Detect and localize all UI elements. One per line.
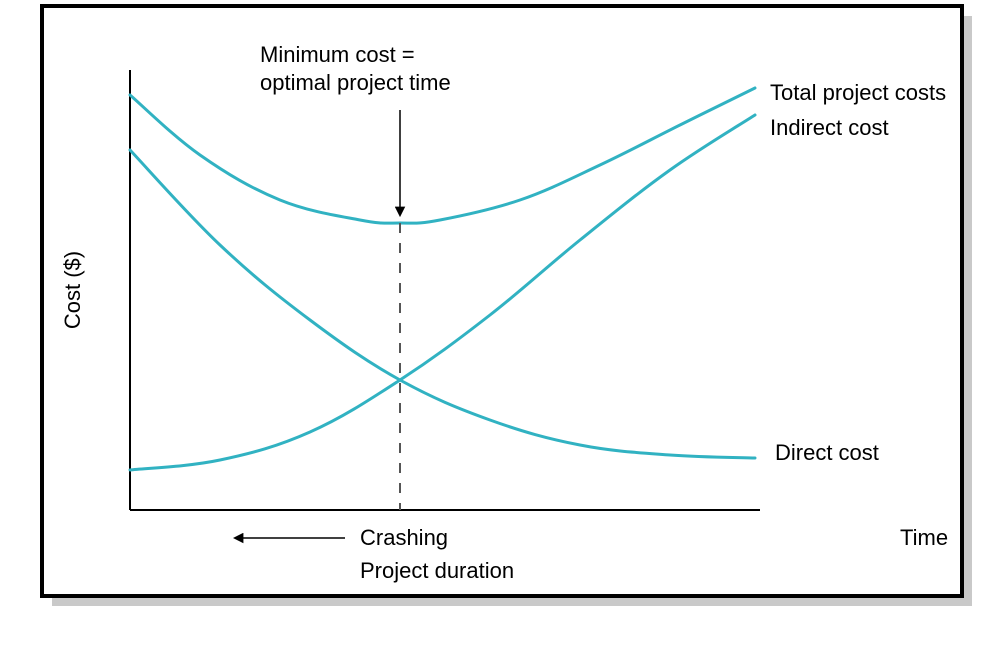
crashing-label: Crashing bbox=[360, 525, 448, 550]
direct-cost-label: Direct cost bbox=[775, 440, 879, 465]
min-cost-label-line2: optimal project time bbox=[260, 70, 451, 95]
indirect-cost-label: Indirect cost bbox=[770, 115, 889, 140]
min-cost-label-line1: Minimum cost = bbox=[260, 42, 415, 67]
y-axis-label: Cost ($) bbox=[60, 251, 85, 329]
project-duration-label: Project duration bbox=[360, 558, 514, 583]
time-label: Time bbox=[900, 525, 948, 550]
cost-time-chart: Cost ($) Minimum cost = optimal project ti… bbox=[0, 0, 1000, 667]
total-cost-label: Total project costs bbox=[770, 80, 946, 105]
chart-container: Cost ($) Minimum cost = optimal project ti… bbox=[0, 0, 1000, 667]
